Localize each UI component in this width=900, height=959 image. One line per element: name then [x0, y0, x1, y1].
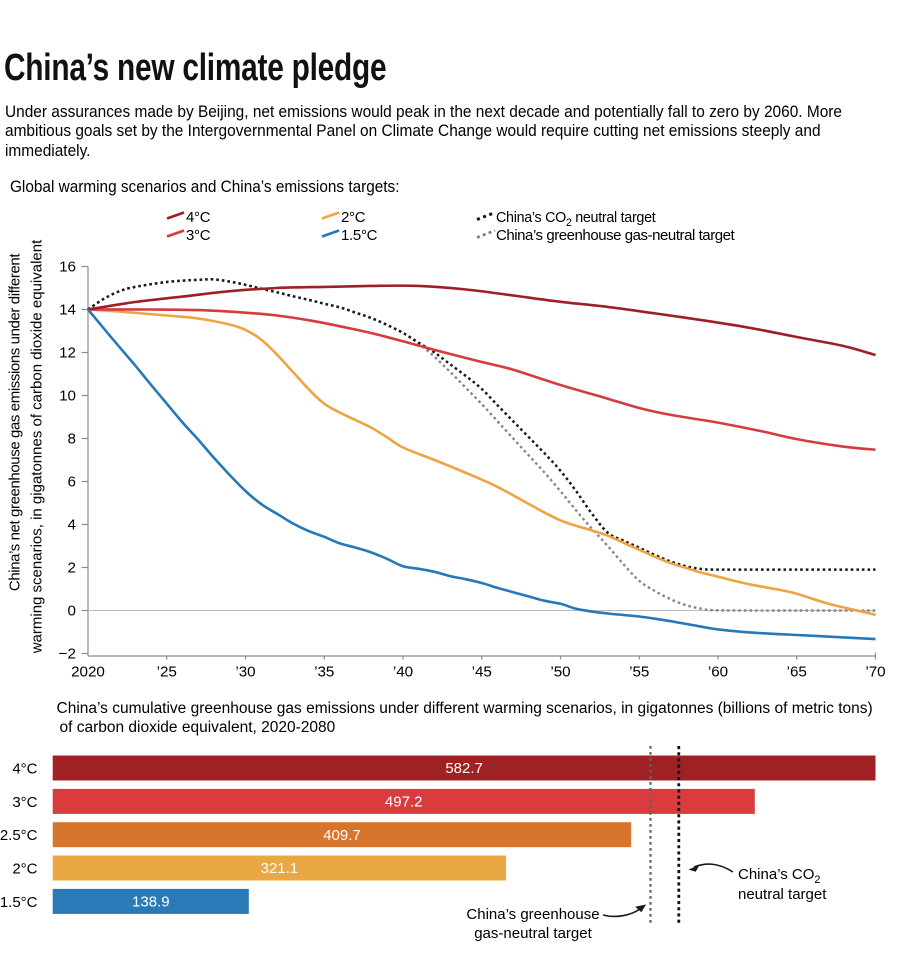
svg-text:’65: ’65 — [787, 664, 807, 681]
svg-text:3°C: 3°C — [12, 794, 37, 811]
svg-text:12: 12 — [59, 345, 76, 362]
svg-text:14: 14 — [59, 302, 76, 319]
svg-text:409.7: 409.7 — [323, 827, 361, 844]
svg-text:’25: ’25 — [157, 664, 177, 681]
svg-text:497.2: 497.2 — [385, 794, 423, 811]
svg-text:’60: ’60 — [708, 664, 728, 681]
svg-text:8: 8 — [68, 431, 76, 448]
svg-text:138.9: 138.9 — [132, 894, 170, 911]
svg-text:1.5°C: 1.5°C — [0, 894, 38, 911]
svg-text:−2: −2 — [59, 646, 76, 663]
svg-text:2.5°C: 2.5°C — [0, 827, 38, 844]
svg-text:’70: ’70 — [865, 664, 885, 681]
svg-text:’35: ’35 — [314, 664, 334, 681]
svg-text:4°C: 4°C — [12, 761, 37, 778]
svg-text:2020: 2020 — [71, 664, 105, 681]
svg-text:582.7: 582.7 — [445, 760, 483, 777]
svg-text:0: 0 — [68, 603, 76, 620]
svg-text:321.1: 321.1 — [261, 860, 299, 877]
svg-text:’40: ’40 — [393, 664, 413, 681]
svg-text:’50: ’50 — [550, 664, 570, 681]
svg-text:2: 2 — [68, 560, 76, 577]
svg-text:16: 16 — [59, 259, 76, 276]
svg-text:6: 6 — [68, 474, 76, 491]
svg-text:2°C: 2°C — [12, 861, 37, 878]
svg-text:’45: ’45 — [472, 664, 492, 681]
svg-text:’30: ’30 — [235, 664, 255, 681]
svg-text:10: 10 — [59, 388, 76, 405]
svg-text:4: 4 — [68, 517, 76, 534]
svg-text:’55: ’55 — [629, 664, 649, 681]
